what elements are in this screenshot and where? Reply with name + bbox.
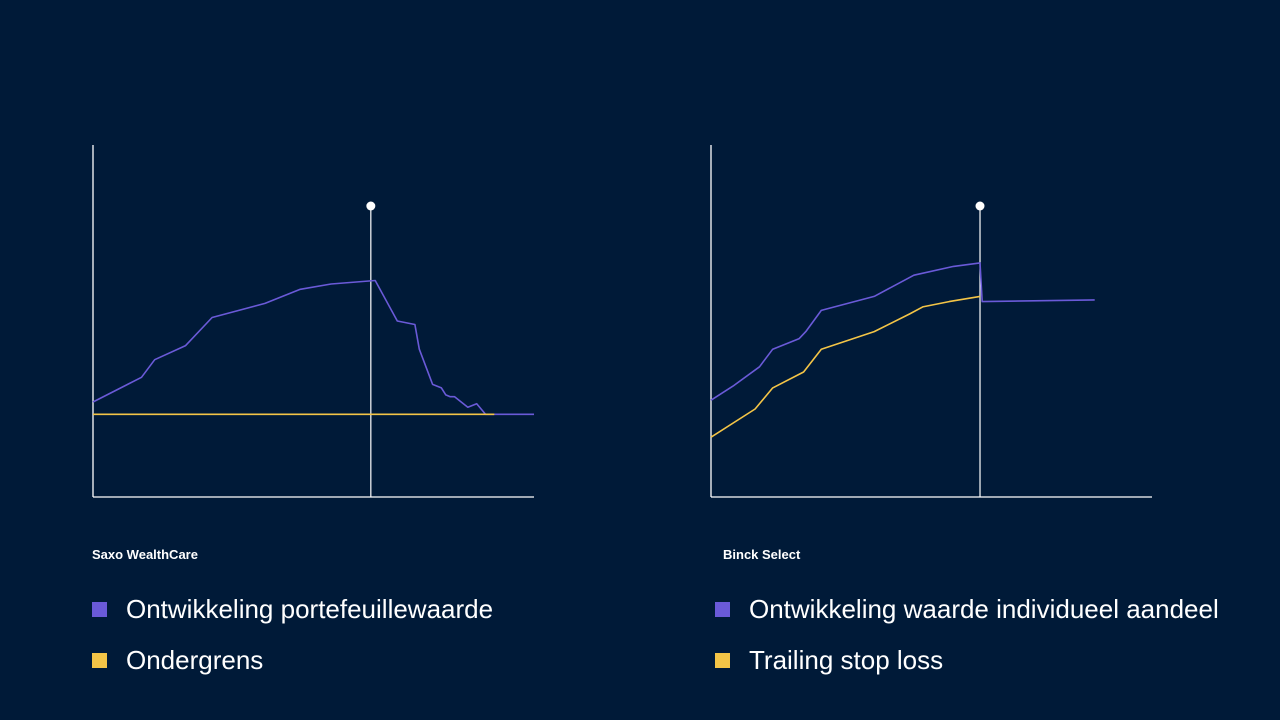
series-line-purple — [710, 262, 1095, 401]
marker-dot — [975, 201, 985, 211]
series-line-purple — [92, 279, 534, 416]
legend-item-portefeuillewaarde: Ontwikkeling portefeuillewaarde — [92, 594, 493, 625]
legend-swatch-yellow — [92, 653, 107, 668]
legend-item-ondergrens: Ondergrens — [92, 645, 263, 676]
marker-dot — [366, 201, 376, 211]
series-line-yellow — [710, 295, 981, 438]
legend-swatch-purple — [715, 602, 730, 617]
legend-label: Trailing stop loss — [749, 645, 944, 675]
legend-label: Ontwikkeling portefeuillewaarde — [126, 594, 494, 624]
legend-item-trailing-stop-loss: Trailing stop loss — [715, 645, 943, 676]
legend-item-waarde-aandeel: Ontwikkeling waarde individueel aandeel — [715, 594, 1219, 625]
legend-swatch-yellow — [715, 653, 730, 668]
legend-label: Ontwikkeling waarde individueel aandeel — [749, 594, 1219, 624]
chart-title-binck: Binck Select — [723, 547, 801, 562]
legend-label: Ondergrens — [126, 645, 264, 675]
chart-title-saxo: Saxo WealthCare — [92, 547, 198, 562]
legend-swatch-purple — [92, 602, 107, 617]
